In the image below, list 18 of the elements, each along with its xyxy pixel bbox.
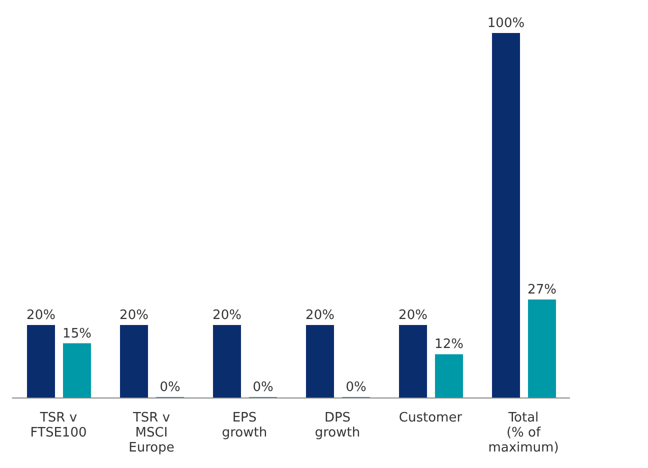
- data-label: 0%: [346, 380, 366, 395]
- data-label: 0%: [160, 380, 180, 395]
- data-label: 27%: [528, 282, 556, 298]
- x-tick-label: EPS growth: [222, 410, 268, 441]
- x-tick-label: TSR v FTSE100: [30, 410, 87, 441]
- data-label: 20%: [26, 308, 56, 323]
- data-label: 20%: [306, 308, 334, 323]
- data-label: 20%: [398, 308, 428, 323]
- x-tick-label: DPS growth: [314, 410, 360, 441]
- data-label: 0%: [252, 380, 274, 395]
- data-label: 20%: [120, 308, 148, 323]
- data-label: 100%: [487, 16, 525, 31]
- data-label: 20%: [212, 308, 242, 323]
- x-tick-label: Total (% of maximum): [488, 410, 559, 456]
- data-label: 15%: [62, 326, 92, 342]
- x-tick-label: Customer: [398, 410, 463, 426]
- x-tick-label: TSR v MSCI Europe: [128, 410, 174, 456]
- data-label: 12%: [434, 337, 464, 352]
